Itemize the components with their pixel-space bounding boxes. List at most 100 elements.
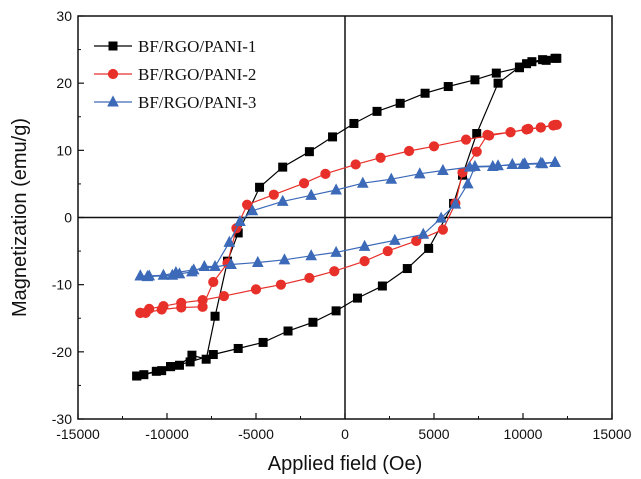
series-layer xyxy=(132,53,562,381)
data-point xyxy=(166,362,176,372)
data-point xyxy=(359,256,370,267)
reference-lines xyxy=(78,16,612,419)
data-point xyxy=(218,290,230,302)
data-point xyxy=(308,317,318,327)
data-point xyxy=(255,182,265,192)
data-point xyxy=(305,249,318,261)
data-point xyxy=(176,297,187,308)
data-point xyxy=(258,337,268,347)
data-point xyxy=(375,152,386,163)
data-point xyxy=(413,167,426,179)
series-3 xyxy=(134,155,561,282)
data-point xyxy=(144,303,155,314)
data-point xyxy=(275,279,287,290)
data-point xyxy=(328,132,338,142)
axis-ticks: -15000 -10000 -5000 0 5000 10000 15000 -30 -20 -1… xyxy=(52,8,632,442)
data-point xyxy=(134,269,147,281)
data-point xyxy=(329,266,340,277)
y-tick-label: 10 xyxy=(56,142,72,158)
data-point xyxy=(250,284,262,295)
x-tick-label: -15000 xyxy=(56,426,100,442)
y-tick-label: -20 xyxy=(52,344,72,360)
data-point xyxy=(428,141,440,152)
data-point xyxy=(225,257,237,270)
data-point xyxy=(234,214,246,227)
data-point xyxy=(349,118,359,128)
data-point xyxy=(402,264,412,274)
data-point xyxy=(403,145,415,157)
y-tick-label: 20 xyxy=(56,75,72,91)
data-point xyxy=(174,360,184,370)
data-point xyxy=(187,263,200,275)
data-point xyxy=(304,147,314,157)
legend-marker xyxy=(108,41,118,51)
data-point xyxy=(304,272,315,284)
data-point xyxy=(185,357,195,367)
data-point xyxy=(233,343,243,353)
data-point xyxy=(437,224,448,235)
data-point xyxy=(197,295,208,306)
x-tick-label: 0 xyxy=(341,426,349,442)
data-point xyxy=(471,146,482,157)
data-point xyxy=(278,253,291,265)
data-point xyxy=(157,268,170,280)
data-point xyxy=(517,157,529,169)
data-point xyxy=(420,88,430,98)
y-axis-title: Magnetization (emu/g) xyxy=(9,118,31,317)
x-tick-label: 5000 xyxy=(418,426,449,442)
data-point xyxy=(435,211,447,223)
x-axis-title: Applied field (Oe) xyxy=(268,453,423,475)
data-point xyxy=(424,243,434,253)
legend-marker xyxy=(107,95,119,107)
data-point xyxy=(482,129,493,140)
data-point xyxy=(535,122,546,133)
data-point xyxy=(330,183,342,195)
data-point xyxy=(268,189,279,200)
data-point xyxy=(460,134,472,145)
data-point xyxy=(320,168,331,179)
data-point xyxy=(358,239,371,251)
data-point xyxy=(437,163,449,175)
data-point xyxy=(514,62,524,72)
legend: BF/RGO/PANI-1 BF/RGO/PANI-2 BF/RGO/PANI-3 xyxy=(94,37,256,112)
data-point xyxy=(506,157,519,169)
data-point xyxy=(251,255,264,268)
data-point xyxy=(549,155,561,167)
data-point xyxy=(461,177,474,189)
y-tick-label: 0 xyxy=(64,210,72,226)
data-point xyxy=(521,124,532,135)
data-point xyxy=(449,197,462,209)
data-point xyxy=(170,266,182,278)
data-point xyxy=(549,119,561,130)
data-point xyxy=(417,227,430,239)
data-point xyxy=(246,204,259,216)
data-point xyxy=(208,350,218,360)
legend-item: BF/RGO/PANI-3 xyxy=(94,93,256,112)
data-point xyxy=(469,159,481,171)
data-point xyxy=(158,301,169,312)
x-tick-label: 10000 xyxy=(504,426,543,442)
data-point xyxy=(443,82,453,92)
data-point xyxy=(151,366,161,376)
data-point xyxy=(493,78,503,88)
legend-label: BF/RGO/PANI-1 xyxy=(138,37,256,56)
legend-marker xyxy=(107,68,119,80)
data-point xyxy=(223,235,236,247)
data-point xyxy=(377,281,387,291)
data-point xyxy=(472,129,482,139)
data-point xyxy=(242,199,253,210)
data-point xyxy=(536,157,549,169)
data-point xyxy=(143,269,156,281)
legend-label: BF/RGO/PANI-2 xyxy=(138,65,256,84)
data-point xyxy=(492,159,504,171)
data-point xyxy=(278,162,288,172)
legend-item: BF/RGO/PANI-1 xyxy=(94,37,256,56)
data-point xyxy=(298,178,310,189)
data-point xyxy=(395,98,405,108)
data-point xyxy=(209,259,221,272)
data-point xyxy=(356,176,369,188)
data-point xyxy=(389,233,401,245)
data-point xyxy=(331,306,341,316)
data-point xyxy=(210,311,220,321)
